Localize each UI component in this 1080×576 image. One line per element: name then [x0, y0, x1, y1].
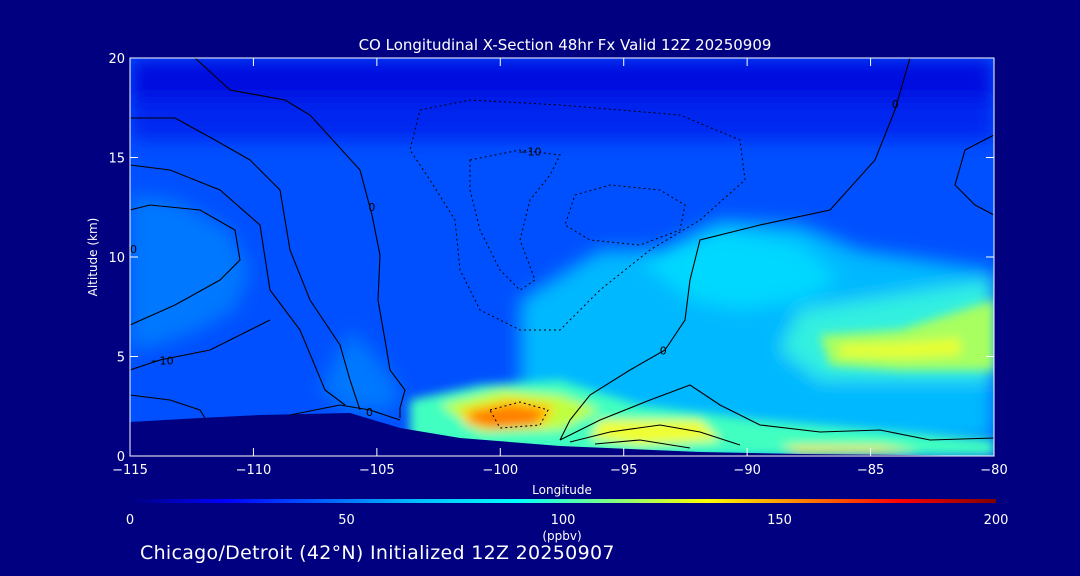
colorbar-tick-label: 0	[126, 513, 134, 528]
contour-zero-west	[194, 58, 406, 418]
y-tick-label: 15	[108, 152, 125, 167]
contour-label: 10	[123, 243, 137, 256]
x-tick-label: −90	[733, 463, 760, 478]
field-surface-east	[780, 446, 920, 453]
x-tick-label: −95	[610, 463, 637, 478]
y-axis-label: Altitude (km)	[86, 218, 100, 297]
field-plume-core	[840, 338, 960, 358]
co-contours	[130, 58, 994, 449]
field-east-mid	[520, 220, 994, 455]
colorbar-tick-label: 50	[338, 513, 355, 528]
contour-east-low-3	[594, 439, 691, 449]
contour-label: 0	[660, 345, 667, 358]
contour-west-4	[130, 204, 241, 326]
contour-west-2	[130, 117, 361, 411]
contour-label: 0	[368, 201, 375, 214]
field-east-yellow	[590, 420, 720, 445]
dotted-contour-outer	[409, 99, 746, 331]
x-tick-label: −85	[857, 463, 884, 478]
contour-label: −10	[518, 146, 541, 159]
y-axis: 0 5 10 15 20	[108, 52, 994, 465]
x-axis: −115 −110 −105 −100 −95 −90 −85 −80	[112, 58, 1008, 478]
co-negative-contours	[409, 99, 746, 429]
contour-label: 0	[892, 98, 899, 111]
footer-caption: Chicago/Detroit (42°N) Initialized 12Z 2…	[140, 542, 615, 564]
contour-minus10	[130, 319, 271, 371]
field-upper-band	[130, 100, 994, 140]
chart-title: CO Longitudinal X-Section 48hr Fx Valid …	[359, 36, 772, 54]
dotted-contour-max	[489, 401, 549, 429]
y-tick-label: 0	[117, 450, 125, 465]
y-tick-label: 5	[117, 351, 125, 366]
x-axis-label: Longitude	[532, 483, 592, 497]
contour-west-3	[130, 164, 346, 406]
x-tick-label: −110	[236, 463, 272, 478]
y-tick-label: 10	[108, 251, 125, 266]
field-rockies-pocket	[320, 330, 400, 412]
contour-rockies	[289, 404, 401, 421]
contour-labels: 0 0 0 0 −10 −10 10	[123, 98, 899, 419]
x-tick-label: −105	[359, 463, 395, 478]
co-concentration-field: 0 0 0 0 −10 −10 10	[123, 58, 994, 456]
contour-east-low	[559, 384, 994, 441]
colorbar-ticks: 0 50 100 150 200	[126, 513, 1009, 528]
y-tick-label: 20	[108, 52, 125, 67]
x-tick-label: −80	[980, 463, 1007, 478]
contour-east-edge	[954, 134, 994, 216]
field-max-core	[470, 405, 545, 428]
colorbar-tick-label: 200	[984, 513, 1009, 528]
terrain-mask	[130, 413, 994, 456]
x-tick-label: −100	[482, 463, 518, 478]
field-upper-cyan	[640, 230, 840, 310]
dotted-contour-right	[564, 184, 686, 246]
colorbar	[130, 499, 996, 503]
contour-west-surface	[130, 394, 206, 419]
contour-east-low-2	[569, 424, 741, 446]
contour-label: 0	[366, 406, 373, 419]
colorbar-tick-label: 150	[767, 513, 792, 528]
contour-label: −10	[150, 354, 173, 367]
colorbar-tick-label: 100	[551, 513, 576, 528]
colorbar-label: (ppbv)	[542, 529, 581, 543]
contour-zero-east	[559, 58, 911, 441]
x-tick-label: −115	[112, 463, 148, 478]
